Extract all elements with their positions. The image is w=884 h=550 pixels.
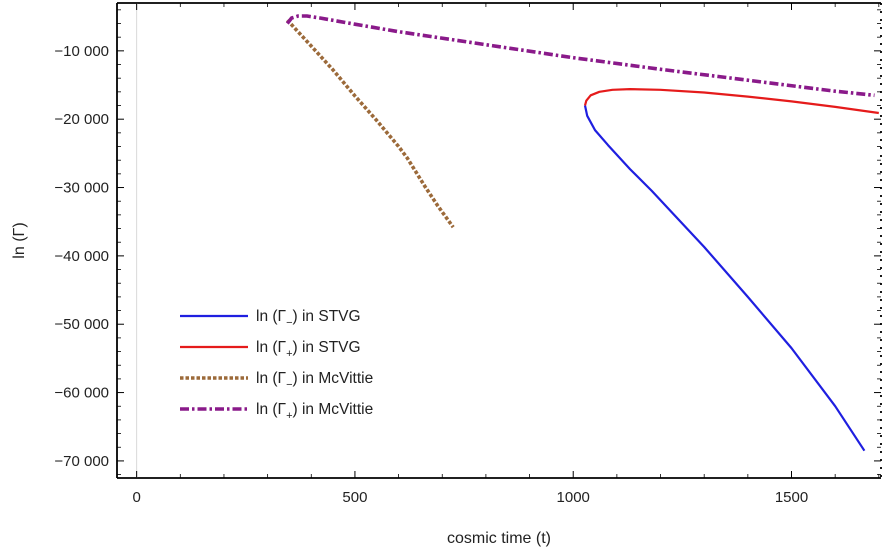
legend-label-2: ln (Γ+) in STVG — [256, 339, 361, 360]
axis-ticks: 0 500 1000 1500 −10 000 −20 000 −30 000 −40 000… — [54, 3, 881, 506]
x-axis-title: cosmic time (t) — [447, 530, 551, 547]
y-tick-label: −30 000 — [54, 180, 109, 197]
y-tick-label: −10 000 — [54, 43, 109, 60]
legend-label-1: ln (Γ−) in STVG — [256, 308, 361, 329]
x-tick-label: 1500 — [775, 489, 808, 506]
plot-series — [285, 14, 879, 452]
series-line-3 — [285, 18, 455, 229]
legend-label-3: ln (Γ−) in McVittie — [256, 370, 373, 391]
legend: ln (Γ−) in STVG ln (Γ+) in STVG ln (Γ−) in… — [180, 308, 373, 422]
y-tick-label: −60 000 — [54, 385, 109, 402]
y-tick-label: −50 000 — [54, 316, 109, 333]
x-tick-label: 1000 — [557, 489, 590, 506]
x-tick-label: 0 — [132, 489, 140, 506]
y-axis-title: ln (Γ) — [11, 222, 28, 258]
series-line-1 — [583, 105, 866, 452]
x-tick-label: 500 — [342, 489, 367, 506]
y-tick-label: −40 000 — [54, 248, 109, 265]
legend-label-4: ln (Γ+) in McVittie — [256, 401, 373, 422]
plot-frame — [116, 2, 882, 479]
y-tick-label: −70 000 — [54, 453, 109, 470]
series-line-2 — [583, 87, 879, 115]
series-line-4 — [285, 14, 875, 98]
y-tick-label: −20 000 — [54, 111, 109, 128]
